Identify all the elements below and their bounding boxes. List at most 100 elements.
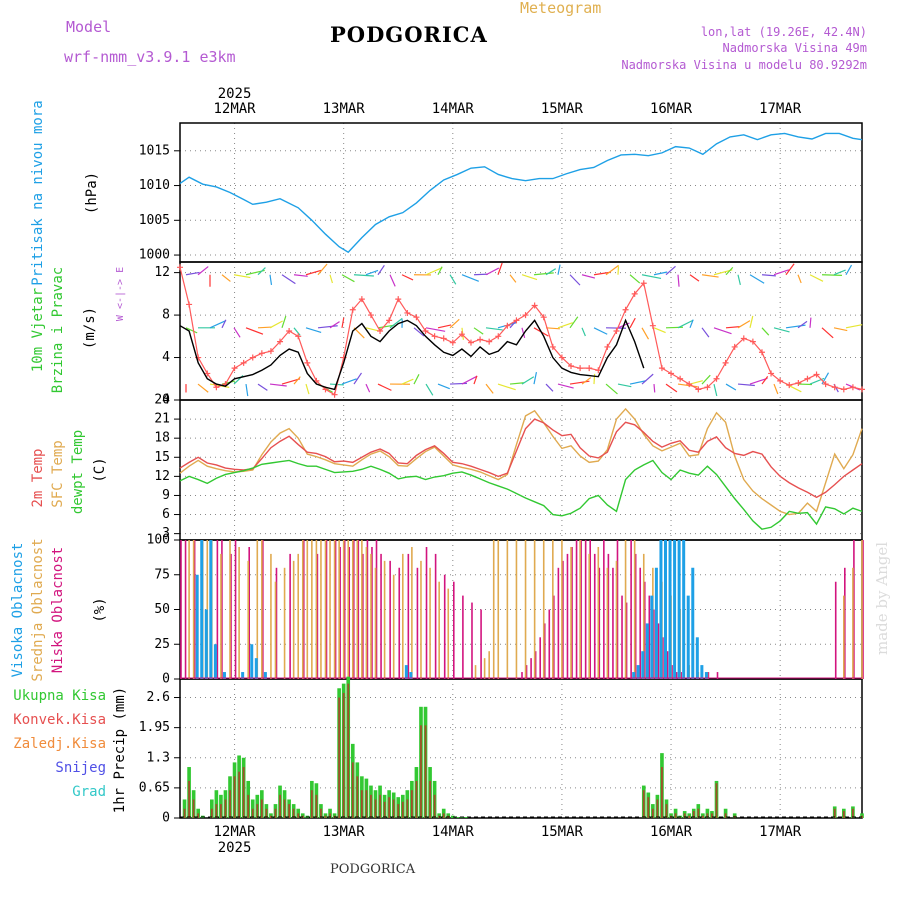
- wind-arrow: [545, 327, 560, 330]
- gust-marker: [795, 380, 802, 387]
- wind-arrow: [653, 384, 656, 393]
- precip-conv-bar: [429, 780, 431, 818]
- gust-marker: [258, 350, 265, 357]
- wind-arrow: [389, 274, 396, 287]
- precip-conv-bar: [283, 799, 286, 818]
- precipitation-ytick-label: 0: [162, 811, 170, 826]
- temperature-ytick-label: 6: [162, 507, 170, 522]
- gust-marker: [404, 309, 411, 316]
- precip-conv-bar: [292, 808, 295, 818]
- gust-marker: [613, 328, 620, 334]
- wind-arrow: [473, 327, 484, 335]
- temperature-ytick-label: 3: [162, 526, 170, 541]
- cloud-title-mid: Srednja Oblacnost: [30, 538, 46, 681]
- precip-conv-bar: [279, 794, 281, 818]
- precip-conv-bar: [842, 811, 845, 818]
- gust-marker: [377, 328, 384, 334]
- precip-total-bar: [460, 817, 464, 818]
- x-tick-label-top: 14MAR: [432, 101, 475, 117]
- cloud-ylabel: (%): [92, 597, 108, 622]
- precip-conv-bar: [420, 725, 422, 818]
- elevation-label: Nadmorska Visina 49m: [722, 41, 868, 55]
- wind-arrow: [581, 377, 592, 385]
- x-tick-label-bottom: 15MAR: [541, 824, 584, 840]
- wind-arrow: [785, 324, 806, 329]
- gust-marker: [831, 384, 838, 391]
- wind-arrow: [545, 383, 554, 392]
- pressure-ylabel: (hPa): [84, 172, 100, 214]
- temperature-ytick-label: 24: [154, 393, 170, 408]
- gust-marker: [622, 306, 629, 313]
- gust-marker: [859, 386, 865, 393]
- gust-marker: [440, 335, 447, 342]
- clouds-ytick-label: 25: [154, 637, 170, 652]
- wind-arrow: [293, 376, 301, 385]
- precip-conv-bar: [383, 801, 386, 818]
- dewpt-line: [179, 459, 863, 530]
- precip-conv-bar: [424, 725, 427, 818]
- wind-arrow: [761, 274, 776, 277]
- precip-conv-bar: [338, 697, 341, 818]
- wind-arrow: [317, 263, 328, 276]
- precip-conv-bar: [406, 799, 409, 818]
- gust-marker: [277, 338, 284, 345]
- wind-arrow: [833, 269, 846, 276]
- precip-conv-bar: [715, 783, 718, 818]
- gust-line: [179, 267, 863, 396]
- precip-conv-bar: [833, 808, 836, 818]
- wind-arrow: [713, 327, 732, 335]
- wind-arrow: [725, 383, 737, 391]
- precipitation-ytick-label: 2.6: [147, 690, 170, 705]
- wind-ytick-label: 8: [162, 308, 170, 323]
- pressure-ytick-label: 1005: [139, 213, 170, 228]
- model-label: Model: [66, 18, 112, 36]
- precip-conv-bar: [656, 799, 659, 818]
- gust-marker: [758, 349, 765, 356]
- precip-legend-item: Konvek.Kisa: [13, 712, 106, 728]
- pressure-ytick-label: 1015: [139, 143, 170, 158]
- precip-conv-bar: [415, 780, 418, 818]
- precip-conv-bar: [342, 692, 345, 818]
- precip-conv-bar: [379, 794, 381, 818]
- clouds-ytick-label: 50: [154, 602, 170, 617]
- gust-marker: [695, 386, 702, 393]
- precip-conv-bar: [251, 808, 254, 818]
- wind-arrow: [449, 318, 460, 329]
- wind-title-1: 10m Vjetar: [30, 288, 46, 372]
- precip-conv-bar: [297, 813, 300, 818]
- precip-conv-bar: [661, 767, 663, 818]
- wind-arrow: [641, 274, 662, 280]
- sfc-temp-line: [179, 407, 863, 516]
- gust-marker: [177, 264, 183, 271]
- gust-marker: [267, 348, 274, 355]
- gust-marker: [658, 365, 665, 372]
- x-year-top: 2025: [218, 86, 252, 102]
- precip-conv-bar: [410, 790, 413, 818]
- wind-arrow: [509, 274, 517, 283]
- pressure-ytick-label: 1010: [139, 178, 170, 193]
- wind-arrow: [197, 266, 209, 276]
- precipitation-frame: [179, 678, 863, 819]
- wind-arrow: [329, 274, 334, 284]
- precip-conv-bar: [224, 799, 227, 818]
- precip-conv-bar: [242, 767, 245, 818]
- precip-conv-bar: [706, 813, 709, 818]
- temperature-ytick-label: 12: [154, 469, 170, 484]
- wind-arrow: [521, 376, 535, 385]
- wind-arrow: [209, 320, 227, 329]
- meteogram-label: Meteogram: [520, 0, 602, 17]
- wind-arrow: [605, 264, 619, 276]
- wind-arrow: [245, 327, 264, 335]
- wind-arrow: [401, 378, 414, 385]
- gust-marker: [595, 367, 602, 374]
- gust-marker: [604, 343, 611, 350]
- gust-marker: [458, 331, 465, 338]
- wind-arrow: [569, 316, 579, 329]
- gust-marker: [777, 377, 784, 384]
- temperature-ytick-label: 15: [154, 450, 170, 465]
- wind-arrow: [449, 274, 457, 285]
- wind-arrow: [461, 375, 478, 385]
- wind-arrow: [281, 315, 287, 329]
- pressure-title: Pritisak na nivou mora: [30, 100, 46, 285]
